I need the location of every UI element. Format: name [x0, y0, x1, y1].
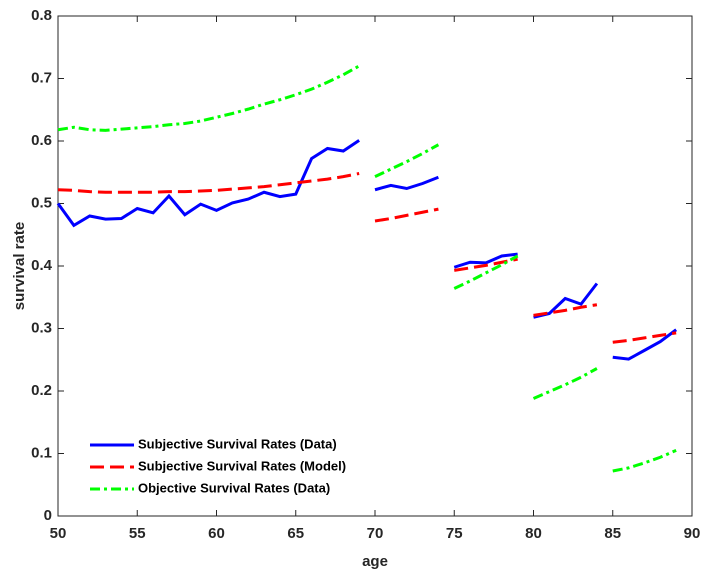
x-tick-label: 80: [525, 525, 542, 542]
legend-label: Subjective Survival Rates (Model): [138, 458, 346, 473]
y-tick-label: 0.1: [31, 444, 52, 461]
y-tick-label: 0.8: [31, 7, 52, 24]
y-tick-label: 0.2: [31, 382, 52, 399]
x-tick-label: 90: [684, 525, 701, 542]
x-tick-label: 60: [208, 525, 225, 542]
legend: Subjective Survival Rates (Data) Subjecti…: [83, 431, 389, 503]
legend-label: Subjective Survival Rates (Data): [138, 436, 337, 451]
y-tick-label: 0.3: [31, 319, 52, 336]
series-line: [57, 172, 677, 344]
series-line: [56, 139, 678, 361]
y-tick-label: 0.5: [31, 194, 52, 211]
x-tick-label: 50: [50, 525, 67, 542]
x-tick-label: 70: [367, 525, 384, 542]
y-tick-label: 0.6: [31, 132, 52, 149]
x-axis-label: age: [362, 553, 388, 570]
y-axis-label: survival rate: [11, 222, 28, 310]
x-tick-label: 85: [604, 525, 621, 542]
x-tick-label: 65: [287, 525, 304, 542]
y-tick-label: 0.4: [31, 257, 53, 274]
x-tick-label: 55: [129, 525, 146, 542]
legend-box: [83, 431, 389, 503]
legend-label: Objective Survival Rates (Data): [138, 480, 330, 495]
series-line: [57, 64, 677, 473]
y-tick-label: 0: [44, 507, 52, 524]
y-tick-label: 0.7: [31, 69, 52, 86]
x-tick-label: 75: [446, 525, 463, 542]
